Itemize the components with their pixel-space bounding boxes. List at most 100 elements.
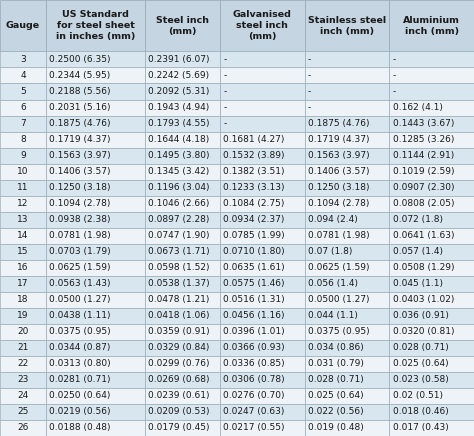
Bar	[305, 196, 389, 211]
Text: -: -	[223, 87, 227, 96]
Bar	[305, 340, 389, 356]
Bar	[0, 276, 46, 292]
Text: Steel inch
(mm): Steel inch (mm)	[156, 16, 209, 36]
Bar	[220, 340, 305, 356]
Bar	[145, 260, 220, 276]
Text: 0.0276 (0.70): 0.0276 (0.70)	[223, 392, 285, 400]
Bar	[46, 0, 145, 51]
Text: 0.028 (0.71): 0.028 (0.71)	[308, 375, 364, 385]
Bar	[0, 356, 46, 372]
Bar	[145, 51, 220, 68]
Text: 0.1644 (4.18): 0.1644 (4.18)	[148, 135, 210, 144]
Bar	[46, 244, 145, 260]
Bar	[305, 84, 389, 99]
Bar	[0, 164, 46, 180]
Bar	[389, 180, 474, 196]
Bar	[145, 180, 220, 196]
Text: 24: 24	[18, 392, 28, 400]
Text: 0.018 (0.46): 0.018 (0.46)	[392, 408, 448, 416]
Bar	[46, 404, 145, 420]
Bar	[305, 148, 389, 164]
Bar	[145, 99, 220, 116]
Bar	[0, 51, 46, 68]
Text: 0.1563 (3.97): 0.1563 (3.97)	[308, 151, 370, 160]
Bar	[389, 356, 474, 372]
Text: 0.0329 (0.84): 0.0329 (0.84)	[148, 344, 210, 352]
Bar	[0, 116, 46, 132]
Bar	[46, 420, 145, 436]
Bar	[389, 0, 474, 51]
Text: Stainless steel
inch (mm): Stainless steel inch (mm)	[308, 16, 386, 36]
Text: 0.025 (0.64): 0.025 (0.64)	[392, 359, 448, 368]
Bar	[305, 324, 389, 340]
Text: 9: 9	[20, 151, 26, 160]
Bar	[46, 148, 145, 164]
Text: 0.1875 (4.76): 0.1875 (4.76)	[49, 119, 111, 128]
Text: 0.023 (0.58): 0.023 (0.58)	[392, 375, 448, 385]
Bar	[145, 0, 220, 51]
Bar	[0, 308, 46, 324]
Text: 0.0375 (0.95): 0.0375 (0.95)	[308, 327, 370, 336]
Bar	[389, 228, 474, 244]
Text: 0.0625 (1.59): 0.0625 (1.59)	[308, 263, 370, 272]
Text: 0.0438 (1.11): 0.0438 (1.11)	[49, 311, 111, 320]
Text: -: -	[392, 71, 396, 80]
Bar	[220, 68, 305, 83]
Bar	[389, 196, 474, 211]
Text: 22: 22	[18, 359, 28, 368]
Text: US Standard
for steel sheet
in inches (mm): US Standard for steel sheet in inches (m…	[56, 10, 135, 41]
Text: 0.0250 (0.64): 0.0250 (0.64)	[49, 392, 110, 400]
Bar	[389, 308, 474, 324]
Bar	[305, 116, 389, 132]
Bar	[46, 324, 145, 340]
Text: 0.034 (0.86): 0.034 (0.86)	[308, 344, 364, 352]
Bar	[305, 276, 389, 292]
Bar	[389, 324, 474, 340]
Bar	[145, 148, 220, 164]
Text: -: -	[223, 119, 227, 128]
Bar	[145, 324, 220, 340]
Text: 0.1563 (3.97): 0.1563 (3.97)	[49, 151, 111, 160]
Text: 0.0269 (0.68): 0.0269 (0.68)	[148, 375, 210, 385]
Text: 0.1285 (3.26): 0.1285 (3.26)	[392, 135, 454, 144]
Text: 0.0575 (1.46): 0.0575 (1.46)	[223, 279, 285, 288]
Text: 0.0219 (0.56): 0.0219 (0.56)	[49, 408, 111, 416]
Text: -: -	[392, 55, 396, 64]
Text: 0.0747 (1.90): 0.0747 (1.90)	[148, 231, 210, 240]
Text: 0.0281 (0.71): 0.0281 (0.71)	[49, 375, 111, 385]
Bar	[220, 372, 305, 388]
Text: 0.1443 (3.67): 0.1443 (3.67)	[392, 119, 454, 128]
Bar	[145, 212, 220, 228]
Text: 0.0313 (0.80): 0.0313 (0.80)	[49, 359, 111, 368]
Bar	[0, 84, 46, 99]
Bar	[46, 372, 145, 388]
Text: 6: 6	[20, 103, 26, 112]
Bar	[389, 132, 474, 147]
Bar	[220, 228, 305, 244]
Text: 0.0418 (1.06): 0.0418 (1.06)	[148, 311, 210, 320]
Text: 10: 10	[17, 167, 29, 176]
Bar	[305, 372, 389, 388]
Text: 3: 3	[20, 55, 26, 64]
Text: -: -	[308, 87, 311, 96]
Text: -: -	[308, 103, 311, 112]
Text: 0.1875 (4.76): 0.1875 (4.76)	[308, 119, 370, 128]
Text: 0.0808 (2.05): 0.0808 (2.05)	[392, 199, 454, 208]
Text: 0.0785 (1.99): 0.0785 (1.99)	[223, 231, 285, 240]
Bar	[389, 388, 474, 404]
Text: 0.1084 (2.75): 0.1084 (2.75)	[223, 199, 285, 208]
Text: 0.1196 (3.04): 0.1196 (3.04)	[148, 183, 210, 192]
Text: 0.0897 (2.28): 0.0897 (2.28)	[148, 215, 210, 224]
Text: 0.2391 (6.07): 0.2391 (6.07)	[148, 55, 210, 64]
Text: 16: 16	[17, 263, 29, 272]
Text: -: -	[223, 71, 227, 80]
Text: 0.0299 (0.76): 0.0299 (0.76)	[148, 359, 210, 368]
Text: 19: 19	[17, 311, 29, 320]
Text: 0.07 (1.8): 0.07 (1.8)	[308, 247, 352, 256]
Bar	[145, 420, 220, 436]
Text: -: -	[308, 55, 311, 64]
Text: -: -	[223, 103, 227, 112]
Bar	[46, 340, 145, 356]
Bar	[220, 148, 305, 164]
Bar	[145, 132, 220, 147]
